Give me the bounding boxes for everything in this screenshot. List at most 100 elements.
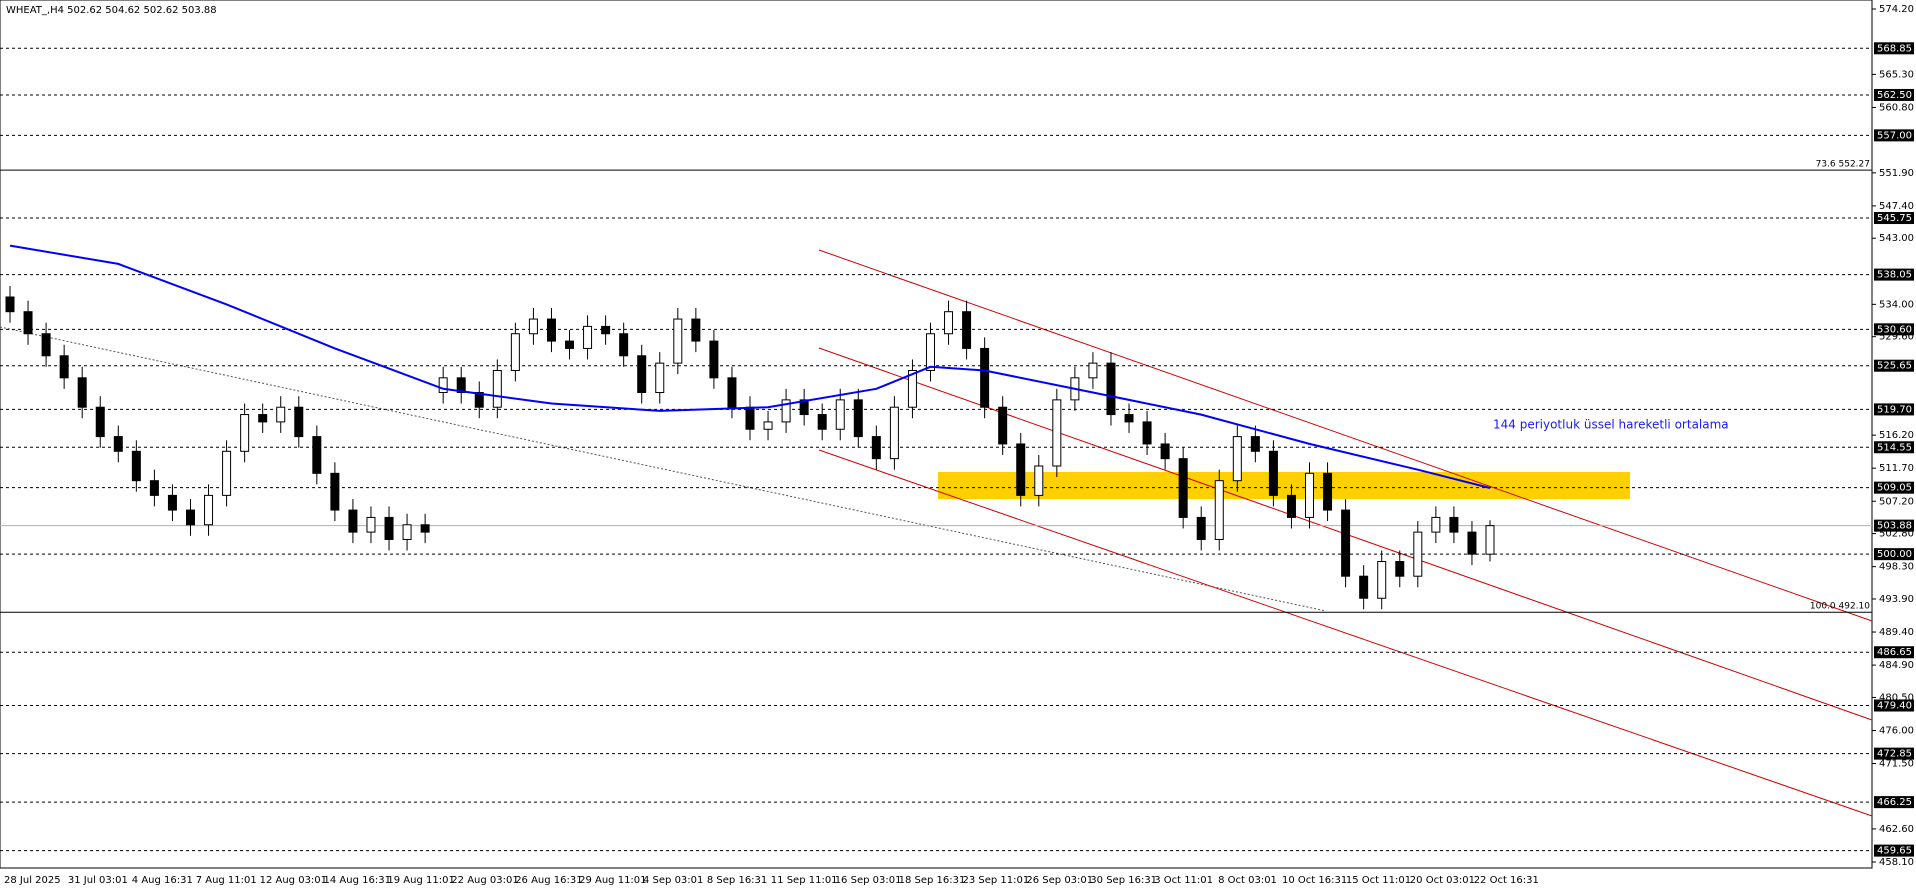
candle-body <box>1016 443 1026 496</box>
level-bg <box>1874 548 1914 561</box>
x-tick-label: 26 Sep 03:01 <box>1026 875 1093 886</box>
x-tick-label: 19 Aug 11:01 <box>387 875 454 886</box>
candle-body <box>113 436 123 452</box>
y-tick-label: 507.20 <box>1879 496 1914 507</box>
candle-body <box>474 392 484 408</box>
y-tick-label: 498.30 <box>1879 562 1914 573</box>
y-tick-label: 560.80 <box>1879 102 1914 113</box>
level-bg <box>1874 88 1914 101</box>
level-label: 545.75 <box>1877 213 1912 224</box>
marks <box>0 47 1872 852</box>
candle-body <box>998 406 1008 445</box>
candle-body <box>1088 362 1098 379</box>
candle-body <box>510 333 520 371</box>
channel-bottom <box>818 449 1873 817</box>
y-tick-label: 462.60 <box>1879 824 1914 835</box>
candle-body <box>565 340 575 349</box>
candle-body <box>1124 414 1134 423</box>
candle-body <box>944 311 954 335</box>
level-label: 509.05 <box>1877 483 1912 494</box>
candle-body <box>1214 480 1224 540</box>
x-tick-label: 23 Sep 11:01 <box>963 875 1030 886</box>
candle-body <box>727 377 737 408</box>
candle-body <box>546 318 556 342</box>
candle-body <box>763 421 773 430</box>
plot-frame <box>0 0 1873 869</box>
y-tick-label: 516.20 <box>1879 430 1914 441</box>
candle-body <box>204 494 214 526</box>
x-tick-label: 22 Aug 03:01 <box>451 875 518 886</box>
candle-body <box>167 494 177 511</box>
candle-body <box>871 436 881 460</box>
candle-body <box>1341 509 1351 577</box>
candle-body <box>1485 525 1495 555</box>
y-tick-label: 551.90 <box>1879 168 1914 179</box>
candle-body <box>77 377 87 408</box>
candle-body <box>1142 421 1152 445</box>
level-label: 530.60 <box>1877 324 1912 335</box>
candle-body <box>5 296 15 313</box>
candle-body <box>384 516 394 540</box>
candle-body <box>258 414 268 423</box>
x-tick-label: 16 Sep 03:01 <box>835 875 902 886</box>
level-bg <box>1874 129 1914 142</box>
candle-body <box>1305 472 1315 518</box>
candle-body <box>907 369 917 408</box>
candle-body <box>492 369 502 408</box>
candle-body <box>1413 531 1423 577</box>
candle-body <box>276 406 286 423</box>
level-bg <box>1874 699 1914 712</box>
level-bg <box>1874 268 1914 281</box>
candle-body <box>583 325 593 349</box>
x-tick-label: 8 Oct 03:01 <box>1218 875 1277 886</box>
candle-body <box>1250 436 1260 452</box>
x-tick-label: 7 Aug 11:01 <box>196 875 257 886</box>
x-tick-label: 8 Sep 16:31 <box>707 875 767 886</box>
y-tick-label: 529.60 <box>1879 332 1914 343</box>
level-bg <box>1874 403 1914 416</box>
candle-body <box>528 318 538 335</box>
x-tick-label: 20 Oct 03:01 <box>1410 875 1475 886</box>
candle-body <box>835 399 845 430</box>
annotation: 144 periyotluk üssel hareketli ortalama <box>1493 418 1729 432</box>
level-bg <box>1874 212 1914 225</box>
y-tick-label: 574.20 <box>1879 4 1914 15</box>
level-label: 472.85 <box>1877 749 1912 760</box>
level-bg <box>1874 323 1914 336</box>
candle-body <box>330 472 340 511</box>
x-tick-label: 22 Oct 16:31 <box>1474 875 1539 886</box>
candle-body <box>23 311 33 335</box>
y-tick-label: 511.70 <box>1879 463 1914 474</box>
y-tick-label: 534.00 <box>1879 299 1914 310</box>
y-tick-label: 458.10 <box>1879 857 1914 868</box>
x-tick-label: 4 Aug 16:31 <box>132 875 193 886</box>
level-bg <box>1874 441 1914 454</box>
candle-body <box>222 450 232 496</box>
fib-label: 100.0 492.10 <box>1810 602 1870 612</box>
x-tick-label: 29 Aug 11:01 <box>579 875 646 886</box>
candle-body <box>420 524 430 533</box>
candle-body <box>41 333 51 357</box>
candle-body <box>95 406 105 438</box>
level-label: 562.50 <box>1877 90 1912 101</box>
y-tick-label: 476.00 <box>1879 725 1914 736</box>
chart-title: WHEAT_,H4 502.62 504.62 502.62 503.88 <box>6 5 217 16</box>
level-bg <box>1874 747 1914 760</box>
level-bg <box>1874 481 1914 494</box>
x-tick-label: 18 Sep 16:31 <box>899 875 966 886</box>
candle-body <box>1106 362 1116 416</box>
y-tick-label: 471.50 <box>1879 759 1914 770</box>
candle-body <box>312 436 322 474</box>
level-bg <box>1874 646 1914 659</box>
channel-top <box>818 249 1873 622</box>
level-bg <box>1874 359 1914 372</box>
y-tick-label: 502.80 <box>1879 529 1914 540</box>
candle-body <box>1196 516 1206 540</box>
level-label: 538.05 <box>1877 270 1912 281</box>
x-tick-label: 15 Oct 11:01 <box>1346 875 1411 886</box>
candle-body <box>1395 561 1405 577</box>
candle-body <box>925 333 935 371</box>
level-label: 466.25 <box>1877 797 1912 808</box>
level-label: 525.65 <box>1877 361 1912 372</box>
candle-body <box>655 362 665 394</box>
